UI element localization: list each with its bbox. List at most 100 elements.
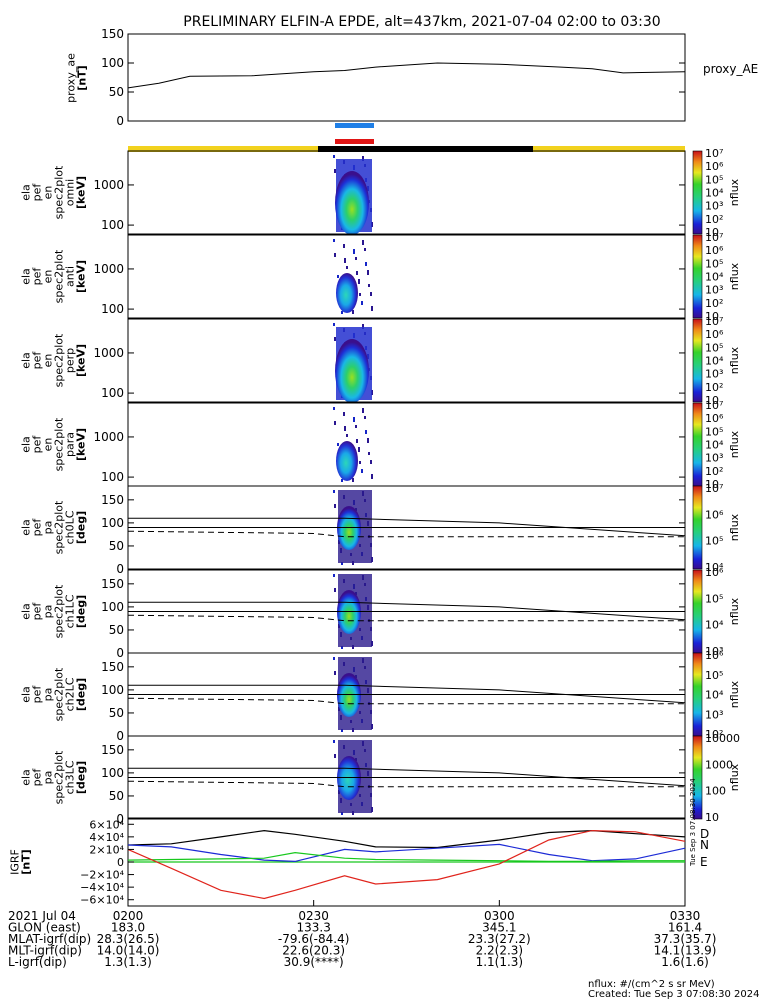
x-row-value: 37.3(35.7) — [654, 932, 717, 946]
colorbar-tick-label: 10⁴ — [705, 439, 724, 452]
x-row-value: 14.1(13.9) — [654, 944, 717, 958]
y-label-line-4: para — [64, 432, 77, 457]
proxy-ae-y-label-line-0: proxy_ae — [65, 53, 78, 103]
panel-frame — [127, 150, 686, 235]
y-label-line-1: pef — [31, 768, 44, 787]
blue-zone-bar — [335, 123, 374, 128]
igrf-series-btot — [127, 829, 686, 849]
panel-activity — [333, 740, 373, 815]
activity-speckle — [361, 301, 363, 305]
colorbar-tick-label: 10⁶ — [705, 244, 724, 257]
y-tick-label: 150 — [101, 743, 124, 757]
colorbar-tick-label: 10⁵ — [705, 425, 723, 438]
x-row-value: 28.3(26.5) — [97, 932, 160, 946]
colorbar-tick-label: 10² — [705, 297, 723, 310]
colorbar-tick-label: 10³ — [705, 645, 723, 658]
igrf-y-label: IGRF[nT] — [9, 849, 33, 875]
y-label-line-1: pef — [31, 267, 44, 286]
x-row-label: GLON (east) — [8, 921, 81, 935]
igrf-series-bx — [127, 829, 686, 900]
activity-speckle — [334, 504, 336, 508]
igrf-y-label-line-1: [nT] — [20, 849, 33, 874]
colorbar-tick-label: 10⁴ — [705, 187, 724, 200]
activity-speckle — [341, 311, 343, 314]
proxy-ae-panel: 0 50 100 150 proxy_ae[nT] proxy_AE — [65, 27, 759, 128]
igrf-label-n: N — [700, 838, 709, 852]
y-label-line-2: pa — [42, 771, 55, 785]
colorbar-tick-label: 10⁵ — [705, 669, 723, 682]
activity-speckle — [333, 574, 335, 577]
red-zone-bar — [335, 139, 374, 144]
y-tick-label: 100 — [101, 218, 124, 232]
x-row-value: 1.1(1.3) — [476, 955, 524, 969]
activity-core — [335, 171, 369, 234]
panel-activity — [333, 407, 373, 482]
y-label-line-1: pef — [31, 435, 44, 454]
colorbar-tick-label: 10⁴ — [705, 355, 724, 368]
y-label-line-5: [deg] — [75, 511, 88, 544]
loss-cone-dashed-line — [127, 697, 685, 705]
y-label-line-0: ela — [20, 519, 33, 536]
x-row-value: 2.2(2.3) — [476, 944, 524, 958]
panel-pa_ch2LC: 050100150elapefpaspec2plotch2LC[deg]10²1… — [20, 649, 742, 743]
y-tick-label: 0 — [116, 812, 124, 826]
activity-speckle — [346, 434, 348, 437]
colorbar-tick-label: 10 — [705, 226, 719, 239]
x-row-value: 183.0 — [111, 921, 145, 935]
x-row-value: 161.4 — [668, 921, 702, 935]
proxy-ae-y-tick-label: 100 — [101, 56, 124, 70]
y-label-line-5: [keV] — [75, 176, 88, 209]
proxy-ae-line — [127, 62, 686, 89]
loss-cone-dashed-line — [127, 614, 685, 622]
activity-speckle — [337, 275, 339, 278]
colorbar-label: nflux — [728, 680, 741, 708]
colorbar-tick-label: 10 — [705, 394, 719, 407]
colorbar — [692, 234, 703, 319]
igrf-y-tick-label: 4×10⁴ — [89, 831, 124, 844]
activity-speckle — [367, 270, 369, 275]
colorbar — [692, 402, 703, 487]
x-axis-annotations: 2021 Jul 04 0200 0230 0300 0330 GLON (east) 18… — [8, 900, 716, 969]
creation-stamp: Tue Sep 3 07:08:30 2024 — [689, 778, 697, 867]
colorbar — [692, 485, 703, 570]
panel-activity — [333, 239, 373, 314]
y-label-line-2: pa — [42, 688, 55, 702]
colorbar-tick-label: 10³ — [705, 200, 723, 213]
panel-pa_ch0LC: 050100150elapefpaspec2plotch0LC[deg]10⁴1… — [20, 482, 742, 576]
black-zone-bar — [318, 146, 533, 152]
y-tick-label: 50 — [109, 539, 124, 553]
colorbar-tick-label: 10³ — [705, 284, 723, 297]
created-note: Created: Tue Sep 3 07:08:30 2024 — [588, 989, 760, 1000]
colorbar-tick-label: 1000 — [705, 758, 733, 771]
colorbar-tick-label: 10⁷ — [705, 315, 723, 328]
y-label-line-3: spec2plot — [53, 333, 66, 387]
y-tick-label: 1000 — [93, 430, 124, 444]
y-tick-label: 100 — [101, 766, 124, 780]
activity-speckle — [365, 262, 367, 266]
activity-speckle — [334, 337, 336, 341]
colorbar-tick-label: 10 — [705, 811, 719, 824]
activity-speckle — [362, 324, 364, 329]
y-label-line-3: spec2plot — [53, 249, 66, 303]
y-tick-label: 1000 — [93, 346, 124, 360]
activity-speckle — [362, 156, 364, 161]
colorbar — [692, 318, 703, 403]
y-label-line-3: spec2plot — [53, 750, 66, 804]
activity-speckle — [355, 257, 357, 260]
colorbar — [692, 735, 703, 820]
proxy-ae-y-tick-label: 150 — [101, 27, 124, 41]
y-label-line-4: omni — [64, 179, 77, 206]
activity-speckle — [352, 310, 354, 314]
colorbar-tick-label: 10000 — [705, 732, 740, 745]
activity-speckle — [367, 438, 369, 443]
y-label-line-0: ela — [20, 769, 33, 786]
colorbar-tick-label: 10⁶ — [705, 508, 724, 521]
y-tick-label: 100 — [101, 516, 124, 530]
colorbar-tick-label: 10⁴ — [705, 619, 724, 632]
activity-speckle — [333, 323, 335, 326]
igrf-y-tick-label: 6×10⁴ — [89, 818, 124, 831]
x-row-value: 0230 — [298, 909, 329, 923]
y-tick-label: 100 — [101, 302, 124, 316]
